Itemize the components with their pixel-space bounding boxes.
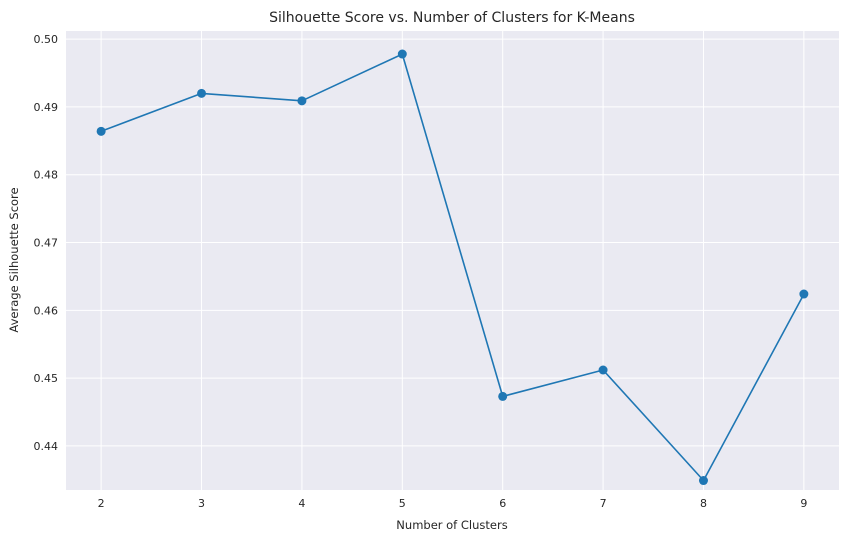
chart-title: Silhouette Score vs. Number of Clusters …: [269, 10, 635, 26]
x-tick-label: 9: [800, 497, 807, 510]
data-point: [297, 96, 307, 106]
data-point: [698, 476, 708, 486]
x-tick-label: 3: [198, 497, 205, 510]
y-axis-label: Average Silhouette Score: [7, 187, 21, 332]
y-tick-label: 0.48: [34, 169, 59, 182]
data-point: [397, 49, 407, 59]
series-layer: [96, 49, 809, 486]
data-point: [197, 88, 207, 98]
y-tick-label: 0.49: [34, 101, 59, 114]
y-axis-ticks: 0.44 0.45 0.46 0.47 0.48 0.49 0.50: [34, 33, 59, 453]
data-point: [498, 391, 508, 401]
x-tick-label: 5: [399, 497, 406, 510]
y-tick-label: 0.45: [34, 372, 59, 385]
data-point: [96, 126, 106, 136]
y-tick-label: 0.46: [34, 304, 59, 317]
y-tick-label: 0.44: [34, 440, 59, 453]
x-tick-label: 2: [98, 497, 105, 510]
x-tick-label: 8: [700, 497, 707, 510]
x-axis-label: Number of Clusters: [396, 518, 507, 532]
series-line: [100, 53, 805, 482]
x-axis-ticks: 2 3 4 5 6 7 8 9: [98, 497, 808, 510]
plot-area: [66, 31, 839, 490]
grid-lines: [66, 31, 839, 490]
y-tick-label: 0.47: [34, 237, 59, 250]
data-point: [598, 365, 608, 375]
x-tick-label: 6: [499, 497, 506, 510]
x-tick-label: 4: [298, 497, 305, 510]
y-tick-label: 0.50: [34, 33, 59, 46]
x-tick-label: 7: [600, 497, 607, 510]
data-point: [799, 289, 809, 299]
